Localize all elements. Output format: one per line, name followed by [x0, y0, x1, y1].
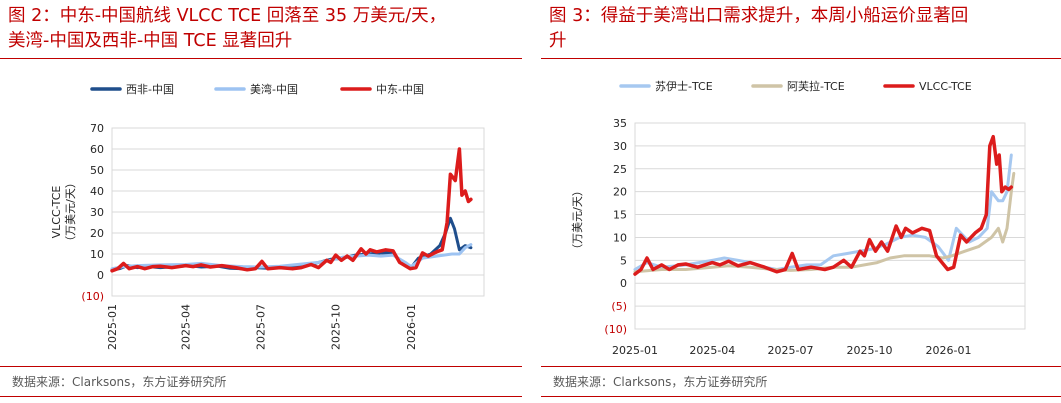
left-x-tick-label: 2026-01 — [405, 304, 418, 350]
right-bottom-rule — [541, 396, 1061, 397]
left-legend-label: 美湾-中国 — [250, 82, 298, 96]
right-y-tick-label: 15 — [613, 209, 627, 222]
right-y-tick-label: 35 — [613, 117, 627, 130]
right-y-tick-label: (10) — [604, 323, 627, 336]
left-legend-label: 中东-中国 — [376, 83, 424, 96]
right-x-tick-label: 2025-10 — [847, 344, 893, 357]
left-y-axis-label: （万美元/天） — [64, 177, 77, 247]
right-y-tick-label: (5) — [611, 300, 627, 313]
left-y-tick-label: 30 — [90, 206, 104, 219]
right-x-tick-label: 2025-04 — [689, 344, 735, 357]
left-x-tick-label: 2025-01 — [106, 304, 119, 350]
right-title-line-1: 图 3：得益于美湾出口需求提升，本周小船运价显著回 — [549, 6, 969, 26]
left-y-tick-label: 70 — [90, 122, 104, 135]
left-y-tick-label: (10) — [81, 290, 104, 303]
right-chart: (10) (5) 0 5 10 15 20 25 30 35 2025-01 2025-04 2025-… — [571, 79, 1026, 357]
right-y-tick-label: 25 — [613, 163, 627, 176]
left-source-note: 数据来源：Clarksons，东方证券研究所 — [12, 375, 227, 389]
right-title-line-2: 升 — [549, 31, 567, 51]
left-title-line-1: 图 2：中东-中国航线 VLCC TCE 回落至 35 万美元/天， — [8, 6, 447, 26]
right-x-tick-label: 2026-01 — [926, 344, 972, 357]
left-y-tick-label: 40 — [90, 185, 104, 198]
right-source-note: 数据来源：Clarksons，东方证券研究所 — [553, 375, 768, 389]
left-legend-label: 西非-中国 — [126, 83, 174, 96]
right-legend-label: VLCC-TCE — [919, 80, 972, 93]
right-x-tick-label: 2025-07 — [768, 344, 814, 357]
right-y-tick-label: 20 — [613, 186, 627, 199]
left-series-line — [110, 147, 473, 273]
left-x-tick-label: 2025-04 — [180, 304, 193, 350]
left-y-tick-label: 50 — [90, 164, 104, 177]
right-y-tick-label: 30 — [613, 140, 627, 153]
right-y-tick-label: 10 — [613, 231, 627, 244]
right-figure-panel: 图 3：得益于美湾出口需求提升，本周小船运价显著回 升 (10) (5) 0 5 10 1… — [541, 0, 1061, 403]
left-y-tick-label: 20 — [90, 227, 104, 240]
right-source-rule — [541, 366, 1061, 367]
left-y-axis-label: VLCC-TCE — [50, 186, 63, 239]
left-title-rule — [0, 58, 522, 59]
right-legend-label: 苏伊士-TCE — [655, 80, 713, 93]
right-figure-title: 图 3：得益于美湾出口需求提升，本周小船运价显著回 升 — [549, 4, 968, 54]
right-title-rule — [541, 58, 1061, 59]
left-x-tick-label: 2025-07 — [254, 304, 267, 350]
left-x-tick-label: 2025-10 — [330, 304, 343, 350]
right-series-line — [633, 134, 1014, 276]
left-chart: (10) 0 10 20 30 40 50 60 70 2025-01 2025-04 2025-07… — [50, 82, 485, 350]
left-source-rule — [0, 366, 522, 367]
right-series-line — [633, 153, 1013, 271]
left-y-axis-title: VLCC-TCE （万美元/天） — [50, 177, 77, 247]
right-legend-label: 阿芙拉-TCE — [787, 79, 845, 93]
right-y-axis-label: （万美元/天） — [571, 185, 584, 255]
left-y-tick-label: 60 — [90, 143, 104, 156]
right-y-axis-title: （万美元/天） — [571, 185, 584, 255]
left-bottom-rule — [0, 396, 522, 397]
right-y-tick-label: 5 — [620, 254, 627, 267]
right-y-tick-label: 0 — [620, 277, 627, 290]
right-plot-area — [634, 122, 1026, 330]
left-title-line-2: 美湾-中国及西非-中国 TCE 显著回升 — [8, 31, 293, 51]
right-x-tick-label: 2025-01 — [612, 344, 658, 357]
left-figure-panel: 图 2：中东-中国航线 VLCC TCE 回落至 35 万美元/天， 美湾-中国… — [0, 0, 522, 403]
left-y-tick-label: 10 — [90, 248, 104, 261]
left-figure-title: 图 2：中东-中国航线 VLCC TCE 回落至 35 万美元/天， 美湾-中国… — [8, 4, 446, 54]
left-y-tick-label: 0 — [97, 269, 104, 282]
